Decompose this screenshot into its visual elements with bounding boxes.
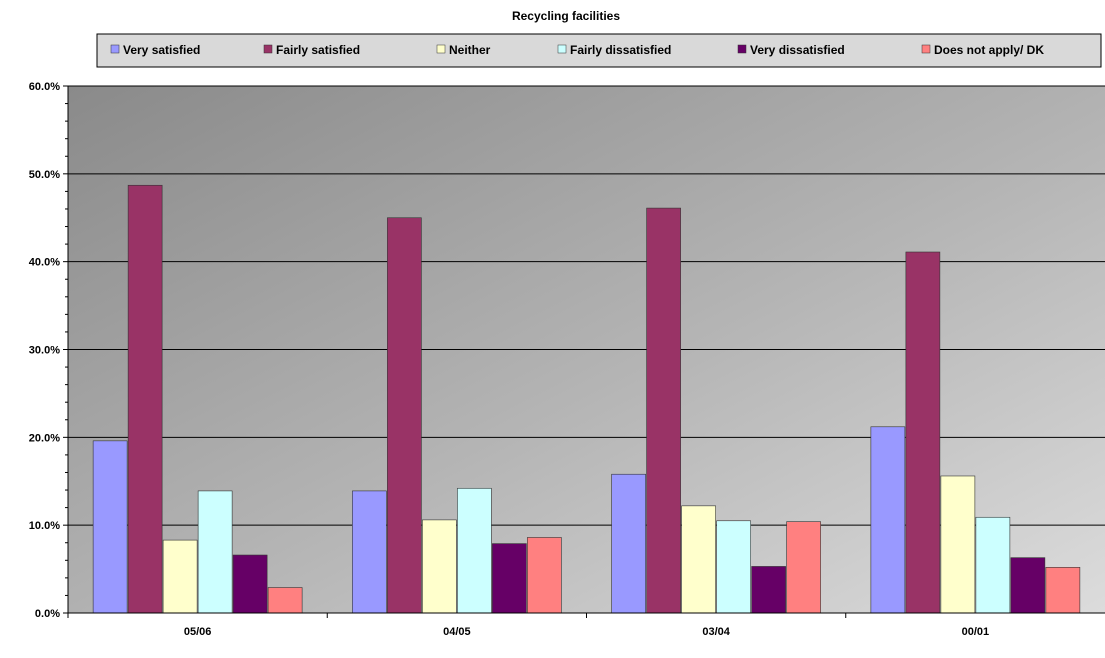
bar-very-satisfied-05-06 [92, 440, 128, 614]
legend-swatch-neither [436, 44, 446, 54]
legend-swatch-does-not-apply-dk [921, 44, 931, 54]
bar-very-dissatisfied-04-05 [492, 543, 527, 614]
bar-does-not-apply-dk-04-05 [527, 537, 562, 614]
bar-very-dissatisfied-03-04 [751, 566, 786, 614]
bar-fairly-dissatisfied-03-04 [716, 520, 751, 614]
bar-very-satisfied-04-05 [352, 490, 387, 614]
bar-fairly-dissatisfied-00-01 [975, 516, 1011, 614]
legend: Very satisfied Fairly satisfied Neither Fai… [96, 33, 1102, 68]
bar-does-not-apply-dk-00-01 [1045, 567, 1081, 614]
bar-neither-05-06 [162, 539, 198, 614]
x-tick-label: 03/04 [702, 626, 730, 638]
bar-very-dissatisfied-05-06 [232, 554, 268, 614]
bar-very-dissatisfied-00-01 [1010, 557, 1046, 614]
legend-swatch-very-dissatisfied [737, 44, 747, 54]
bar-fairly-satisfied-03-04 [646, 207, 681, 614]
legend-label-fairly-dissatisfied: Fairly dissatisfied [570, 43, 671, 57]
bar-fairly-dissatisfied-04-05 [457, 487, 492, 614]
axes [63, 85, 1105, 618]
bars [92, 184, 1081, 614]
y-tick-label: 50.0% [29, 169, 60, 181]
bar-does-not-apply-dk-03-04 [786, 521, 821, 614]
bar-very-satisfied-00-01 [870, 426, 906, 614]
bar-does-not-apply-dk-05-06 [267, 587, 303, 614]
bar-very-satisfied-03-04 [611, 473, 646, 614]
x-tick-labels: 05/06 04/05 03/04 00/01 [184, 626, 989, 638]
y-tick-label: 60.0% [29, 81, 60, 93]
bar-fairly-satisfied-04-05 [387, 217, 422, 614]
y-tick-label: 0.0% [35, 608, 60, 620]
legend-swatch-fairly-satisfied [263, 44, 273, 54]
legend-swatch-fairly-dissatisfied [557, 44, 567, 54]
y-tick-label: 30.0% [29, 345, 60, 357]
bar-fairly-dissatisfied-05-06 [197, 490, 233, 614]
bar-fairly-satisfied-00-01 [905, 251, 941, 614]
bar-neither-03-04 [681, 505, 716, 614]
legend-swatch-very-satisfied [110, 44, 120, 54]
bar-neither-00-01 [940, 475, 976, 614]
legend-label-does-not-apply-dk: Does not apply/ DK [934, 43, 1044, 57]
y-tick-label: 20.0% [29, 432, 60, 444]
legend-label-neither: Neither [449, 43, 491, 57]
bar-fairly-satisfied-05-06 [127, 184, 163, 614]
y-tick-label: 40.0% [29, 257, 60, 269]
x-tick-label: 00/01 [962, 626, 990, 638]
legend-label-very-satisfied: Very satisfied [123, 43, 200, 57]
legend-label-very-dissatisfied: Very dissatisfied [750, 43, 845, 57]
x-tick-label: 05/06 [184, 626, 212, 638]
chart-title: Recycling facilities [512, 9, 620, 23]
legend-label-fairly-satisfied: Fairly satisfied [276, 43, 360, 57]
y-tick-labels: 0.0% 10.0% 20.0% 30.0% 40.0% 50.0% 60.0% [29, 81, 60, 620]
x-tick-label: 04/05 [443, 626, 471, 638]
bar-neither-04-05 [422, 519, 457, 614]
y-tick-label: 10.0% [29, 520, 60, 532]
